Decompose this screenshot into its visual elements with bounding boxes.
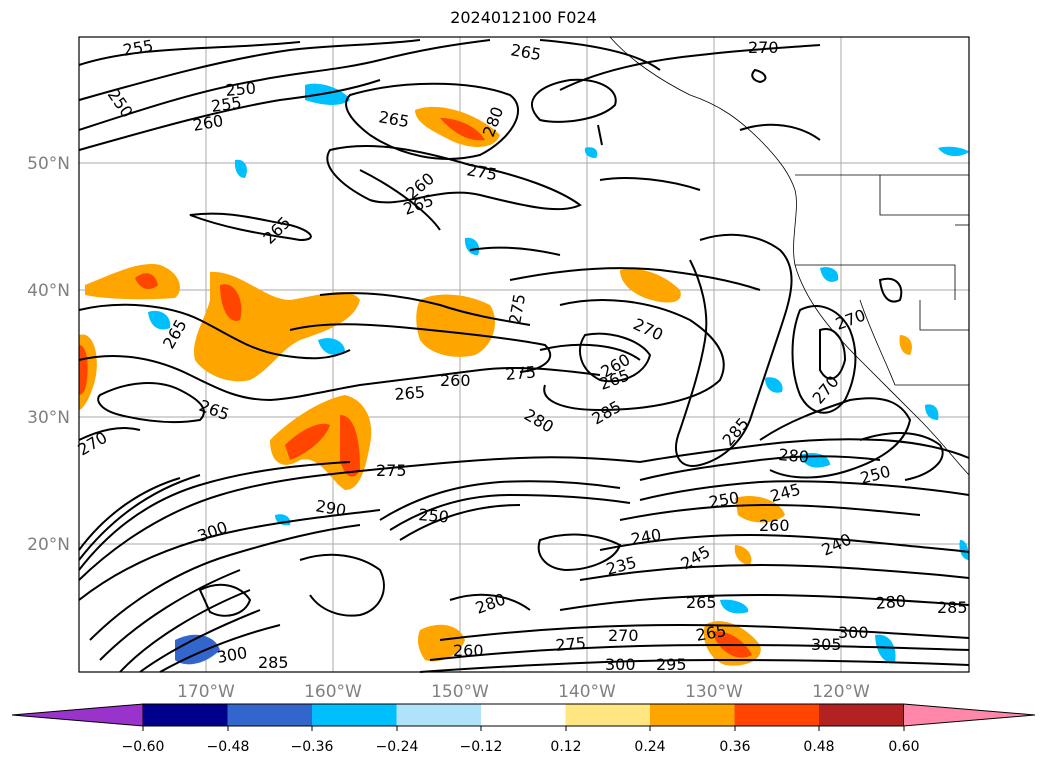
colorbar-frame: [142, 703, 904, 727]
lon-labels: 170°W 160°W 150°W 140°W 130°W 120°W: [177, 682, 870, 702]
lat-label: 30°N: [27, 408, 70, 428]
contour-lines: [78, 39, 970, 673]
colorbar-cell: [650, 704, 735, 726]
map-panel: 255 250 250 255 260 265 270 265 280 275 …: [75, 36, 970, 674]
lat-label: 50°N: [27, 154, 70, 174]
colorbar-tick-labels: −0.60 −0.48 −0.36 −0.24 −0.12 0.12 0.24 …: [122, 739, 920, 755]
shade-patch: [440, 118, 485, 141]
contour-label: 275: [505, 362, 537, 384]
shade-patch: [765, 377, 783, 393]
colorbar-tick-label: −0.36: [291, 739, 334, 755]
shade-patch: [938, 146, 969, 157]
colorbar-cell: [819, 704, 904, 726]
shade-patch: [584, 147, 598, 158]
colorbar-ticks: [142, 726, 905, 731]
shade-patch: [234, 159, 247, 178]
colorbar-cell: [227, 704, 313, 726]
lon-label: 150°W: [431, 682, 489, 702]
shade-patch: [959, 540, 969, 560]
shade-patch: [305, 83, 350, 105]
colorbar: −0.60 −0.48 −0.36 −0.24 −0.12 0.12 0.24 …: [11, 703, 1036, 755]
shade-patch: [148, 310, 171, 330]
lon-label: 160°W: [304, 682, 362, 702]
contour-label: 260: [440, 371, 471, 390]
shade-patch: [285, 423, 330, 460]
shade-patch: [620, 268, 681, 303]
colorbar-cell: [143, 704, 228, 726]
shade-patch: [720, 599, 749, 614]
contour-label: 305: [811, 635, 842, 654]
colorbar-cell: [734, 704, 820, 726]
shade-patch: [135, 273, 158, 290]
contour-label: 295: [656, 655, 687, 674]
colorbar-tick-label: 0.12: [550, 739, 581, 755]
colorbar-cell: [481, 704, 566, 726]
contour-label: 285: [258, 653, 289, 672]
contour-label: 280: [778, 445, 810, 467]
colorbar-cell: [312, 704, 397, 726]
contour-label: 270: [608, 626, 639, 645]
shade-patch: [85, 264, 180, 300]
lon-label: 130°W: [685, 682, 743, 702]
colorbar-tick-label: −0.12: [460, 739, 503, 755]
shade-patch: [417, 624, 465, 662]
lat-label: 40°N: [27, 281, 70, 301]
colorbar-tick-label: 0.60: [888, 739, 919, 755]
contour-label: 285: [937, 598, 968, 617]
contour-label: 300: [838, 623, 869, 642]
contour-label: 260: [453, 641, 484, 660]
shade-patch: [175, 634, 220, 665]
contour-label: 280: [875, 591, 907, 613]
lon-label: 120°W: [812, 682, 870, 702]
contour-label: 275: [376, 461, 407, 480]
contour-label: 255: [210, 93, 243, 116]
colorbar-extend-max: [903, 703, 1036, 727]
shaded-patches: [79, 83, 969, 666]
contour-label: 270: [748, 38, 779, 57]
colorbar-extend-min: [11, 703, 144, 727]
figure-title: 2024012100 F024: [450, 8, 597, 27]
lat-label: 20°N: [27, 535, 70, 555]
shade-patch: [734, 545, 752, 565]
contour-label: 260: [759, 516, 790, 535]
colorbar-tick-label: −0.48: [207, 739, 250, 755]
map-frame: [78, 36, 970, 673]
contour-label: 275: [555, 633, 587, 655]
contour-label: 250: [418, 505, 450, 527]
shade-patch: [79, 345, 88, 395]
colorbar-cells: [11, 703, 1036, 727]
lat-labels: 50°N 40°N 30°N 20°N: [27, 154, 70, 555]
colorbar-tick-label: −0.60: [122, 739, 165, 755]
shade-patch: [899, 335, 912, 355]
shade-patch: [340, 415, 360, 477]
shade-patch: [464, 237, 480, 256]
lon-label: 140°W: [558, 682, 616, 702]
shade-patch: [925, 404, 939, 420]
colorbar-tick-label: 0.48: [803, 739, 834, 755]
shade-patch: [735, 495, 785, 523]
colorbar-tick-label: −0.24: [376, 739, 419, 755]
coastline: [609, 36, 970, 476]
colorbar-cell: [565, 704, 651, 726]
shade-patch: [220, 284, 242, 321]
contour-label: 250: [225, 78, 257, 100]
contour-label: 265: [686, 593, 717, 612]
shade-patch: [416, 294, 495, 357]
contour-label: 300: [605, 655, 636, 674]
lon-label: 170°W: [177, 682, 235, 702]
contour-label: 265: [394, 382, 426, 404]
colorbar-tick-label: 0.24: [634, 739, 665, 755]
shade-patch: [318, 338, 345, 355]
colorbar-cell: [396, 704, 482, 726]
colorbar-tick-label: 0.36: [719, 739, 750, 755]
shade-patch: [820, 267, 839, 282]
